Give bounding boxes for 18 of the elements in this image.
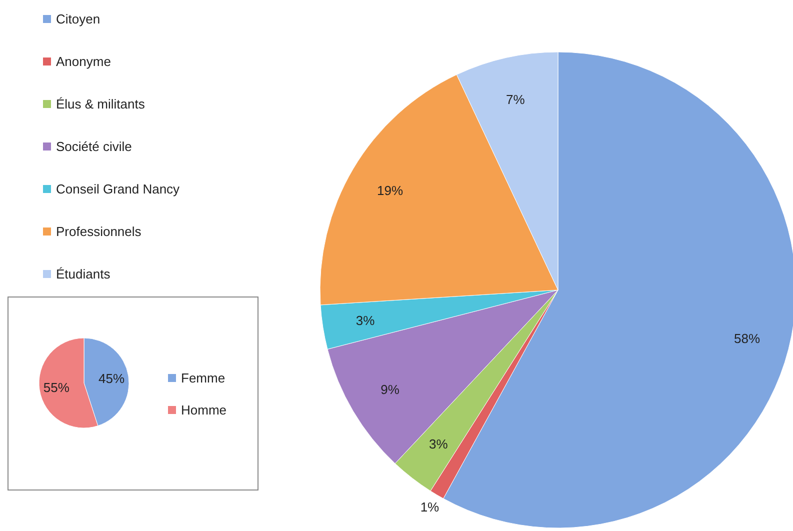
legend-label: Citoyen (56, 12, 100, 26)
data-label: 19% (377, 183, 404, 198)
data-label: 55% (43, 380, 70, 395)
data-label: 9% (380, 382, 400, 397)
legend-label: Étudiants (56, 266, 111, 282)
data-label: 58% (734, 331, 760, 346)
data-label: 45% (98, 371, 125, 386)
data-label: 3% (356, 313, 376, 328)
legend-label: Anonyme (56, 54, 111, 69)
legend-label: Société civile (56, 139, 132, 154)
legend-label: Conseil Grand Nancy (56, 182, 180, 196)
data-label: 7% (506, 92, 526, 108)
data-label: 3% (428, 436, 448, 452)
legend-label: Élus & militants (56, 96, 146, 112)
legend-label: Homme (181, 402, 227, 418)
legend-label: Femme (181, 370, 226, 386)
data-label: 1% (420, 499, 440, 514)
legend-label: Professionnels (56, 224, 142, 239)
